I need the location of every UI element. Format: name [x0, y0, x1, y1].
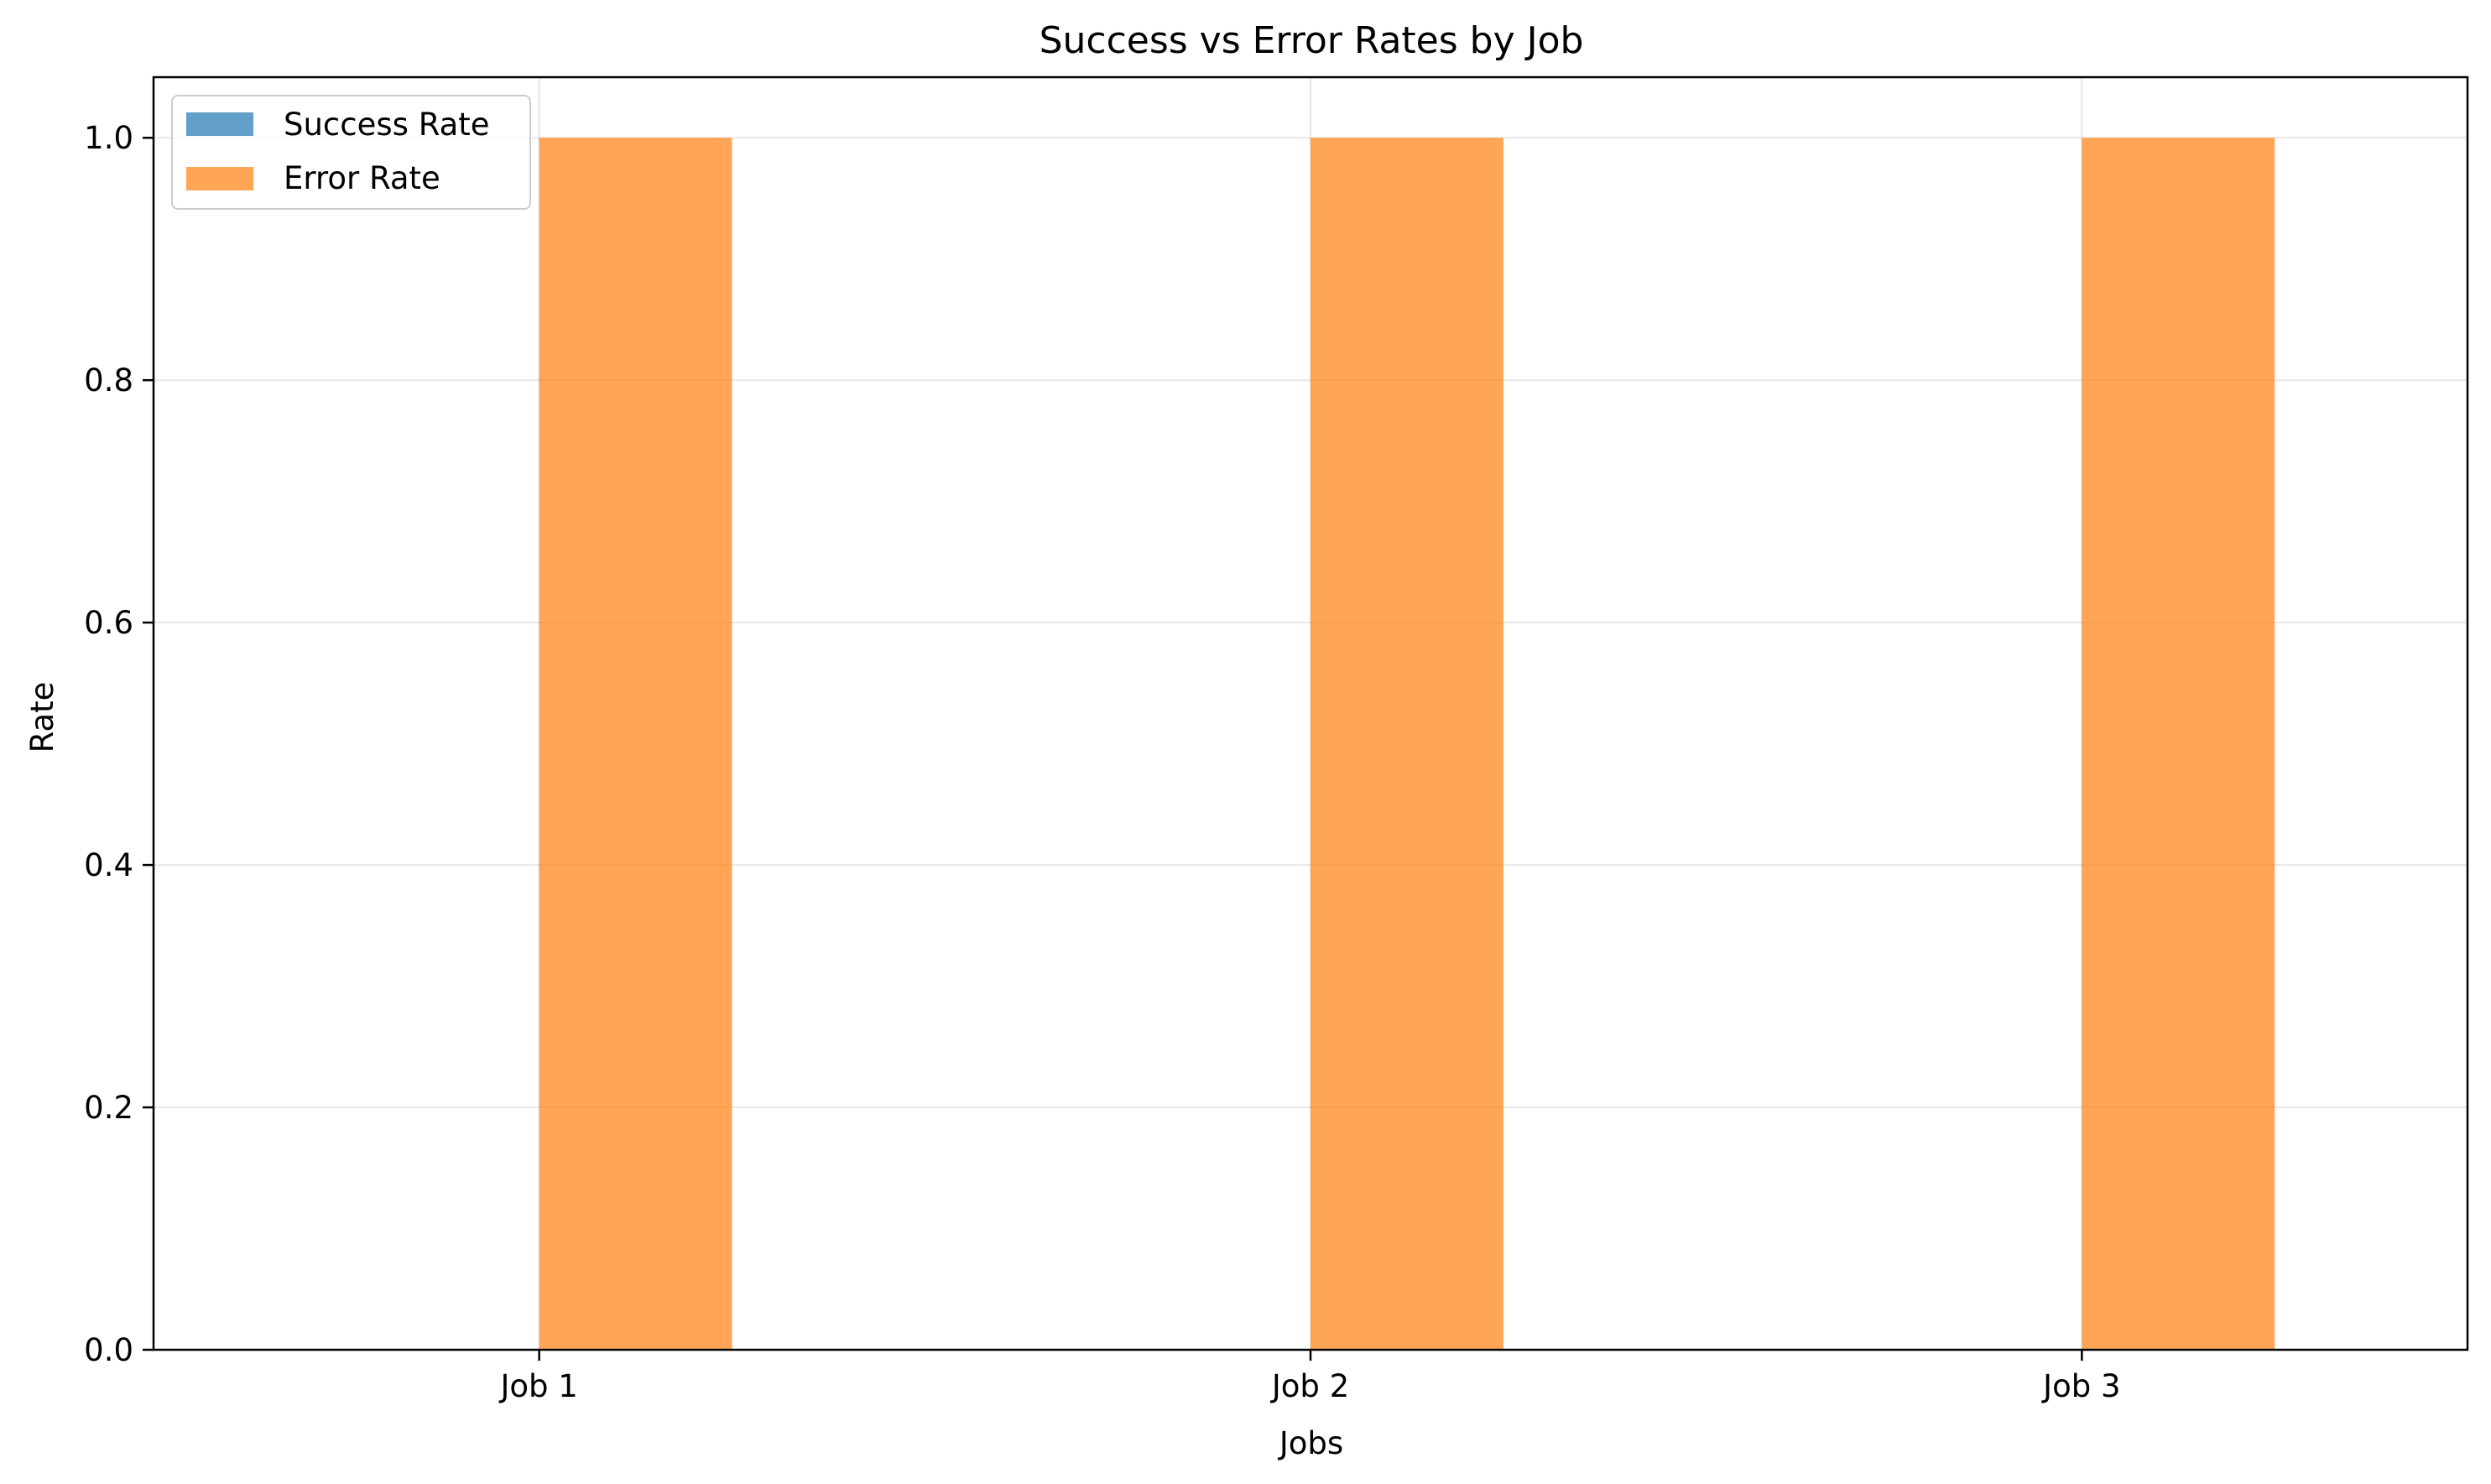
y-tick-label: 0.2: [84, 1090, 133, 1126]
y-axis-label: Rate: [24, 682, 60, 753]
legend-label-success-rate: Success Rate: [284, 107, 490, 143]
legend-box: [171, 95, 531, 210]
legend-swatch-success-rate: [186, 112, 253, 136]
x-axis-label: Jobs: [1278, 1425, 1343, 1461]
bars: [539, 138, 2275, 1351]
y-tick-label: 0.4: [84, 847, 133, 883]
y-tick-label: 1.0: [84, 120, 133, 156]
y-tick-label: 0.6: [84, 605, 133, 641]
x-tick-label: Job 3: [2041, 1368, 2120, 1404]
x-tick-label: Job 2: [1270, 1368, 1349, 1404]
bar-error-rate-3: [2082, 138, 2275, 1351]
bar-error-rate-1: [539, 138, 732, 1351]
legend: Success Rate Error Rate: [171, 95, 531, 210]
x-axis-ticks: Job 1 Job 2 Job 3: [498, 1350, 2121, 1404]
y-axis-ticks: 0.0 0.2 0.4 0.6 0.8 1.0: [84, 120, 154, 1368]
y-tick-label: 0.0: [84, 1332, 133, 1368]
chart-title: Success vs Error Rates by Job: [1040, 19, 1584, 62]
y-tick-label: 0.8: [84, 362, 133, 398]
legend-label-error-rate: Error Rate: [284, 160, 440, 196]
bar-error-rate-2: [1311, 138, 1503, 1351]
x-tick-label: Job 1: [498, 1368, 577, 1404]
legend-swatch-error-rate: [186, 167, 253, 190]
